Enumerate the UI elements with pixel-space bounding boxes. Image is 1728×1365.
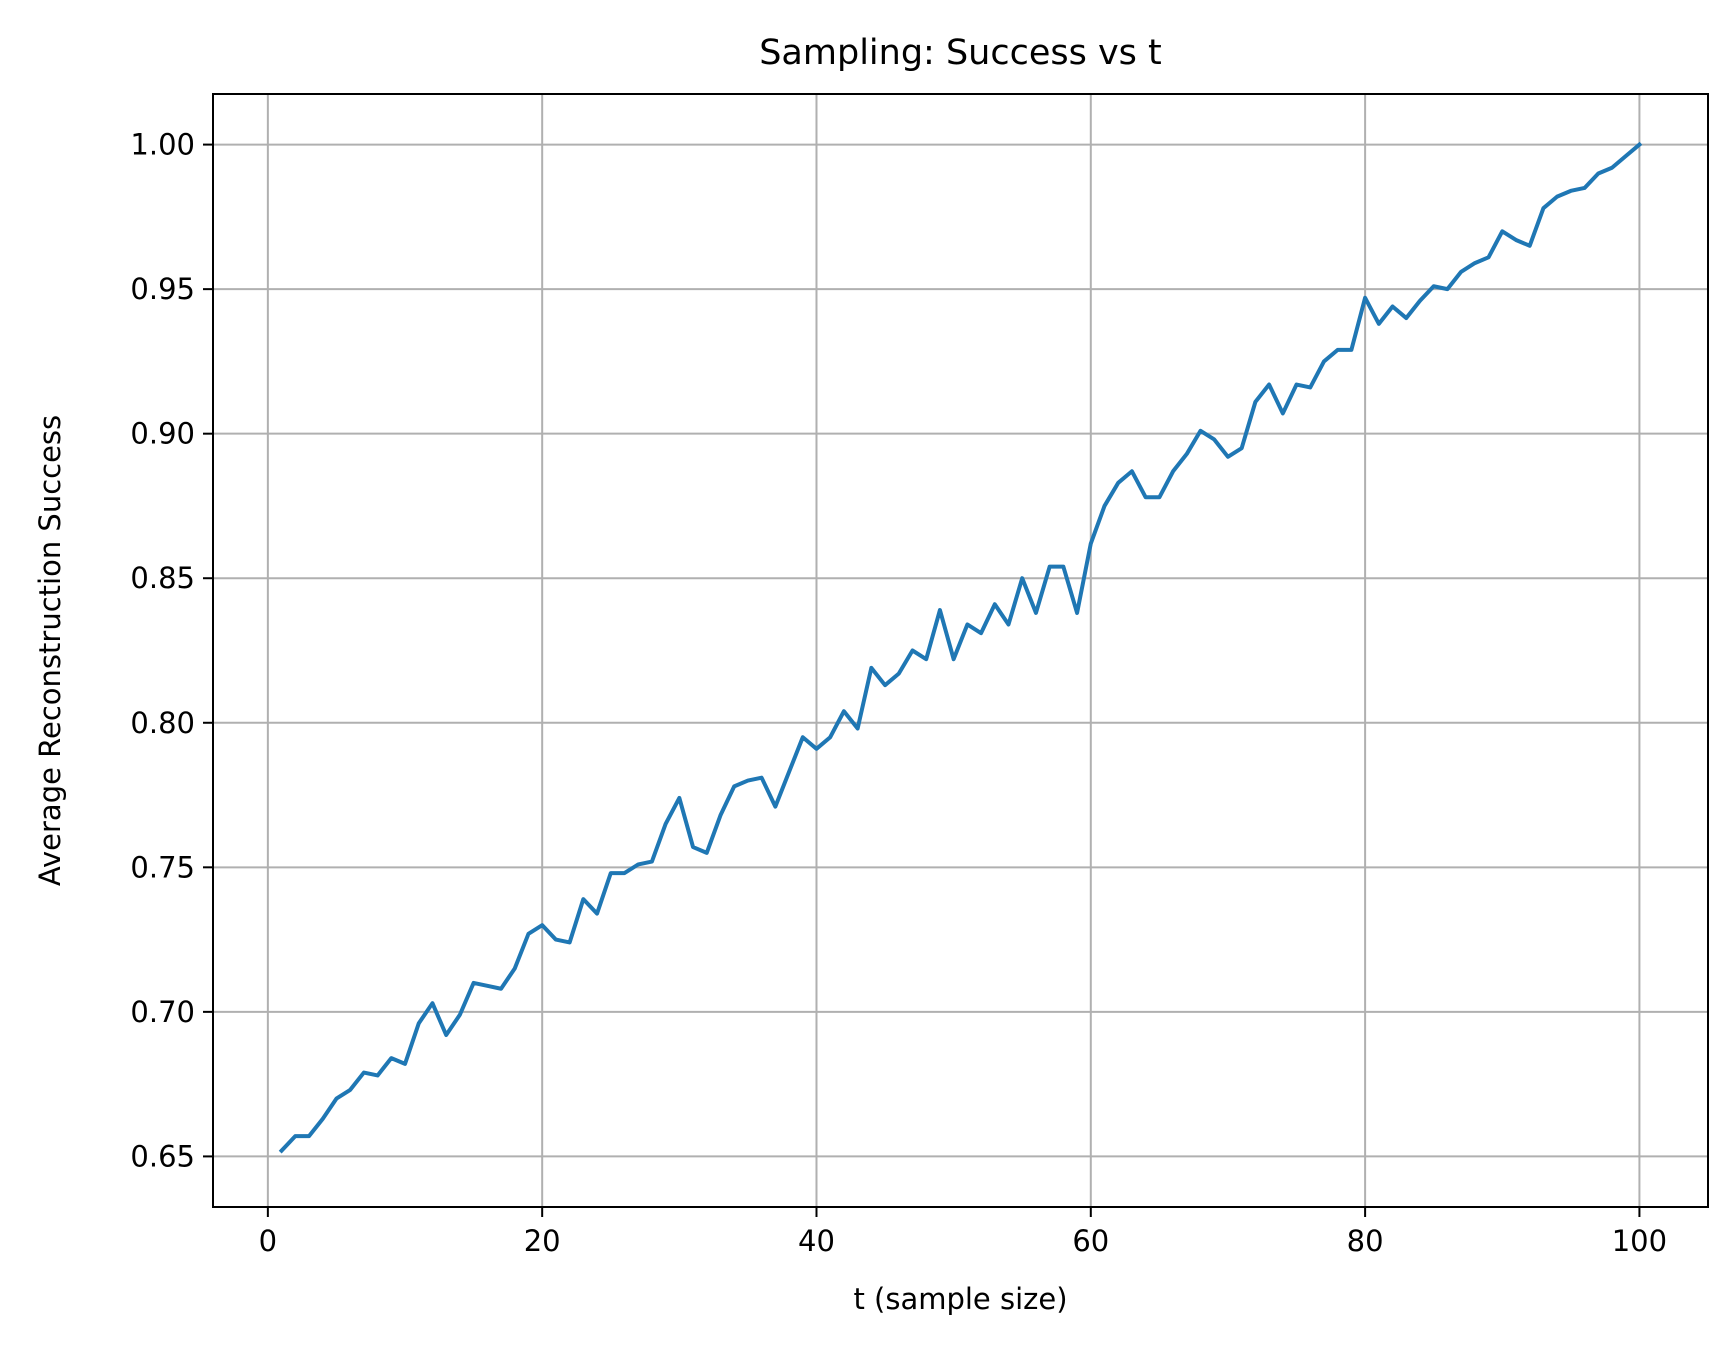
data-series	[278, 141, 1643, 1154]
x-tick-label: 60	[1072, 1224, 1109, 1258]
x-tick-label: 80	[1347, 1224, 1384, 1258]
x-axis-label: t (sample size)	[853, 1282, 1067, 1316]
grid	[213, 94, 1708, 1207]
y-axis-label: Average Reconstruction Success	[33, 415, 67, 886]
y-tick-label: 0.75	[130, 850, 195, 884]
x-tick-label: 100	[1612, 1224, 1667, 1258]
plot-frame	[212, 93, 1709, 1208]
y-tick-label: 0.85	[130, 561, 195, 595]
y-tick-label: 0.90	[130, 417, 195, 451]
y-tick-label: 0.70	[130, 995, 195, 1029]
y-tick-label: 0.95	[130, 272, 195, 306]
chart-title: Sampling: Success vs t	[759, 33, 1162, 73]
y-tick-label: 0.65	[130, 1139, 195, 1173]
series-line	[278, 141, 1643, 1154]
y-axis-ticks: 0.65 0.70 0.75 0.80 0.85 0.90 0.95 1.00	[130, 128, 213, 1173]
y-tick-label: 0.80	[130, 706, 195, 740]
x-tick-label: 40	[798, 1224, 835, 1258]
x-tick-label: 0	[259, 1224, 277, 1258]
x-tick-label: 20	[524, 1224, 561, 1258]
x-axis-ticks: 0 20 40 60 80 100	[259, 1207, 1667, 1258]
y-tick-label: 1.00	[130, 128, 195, 162]
